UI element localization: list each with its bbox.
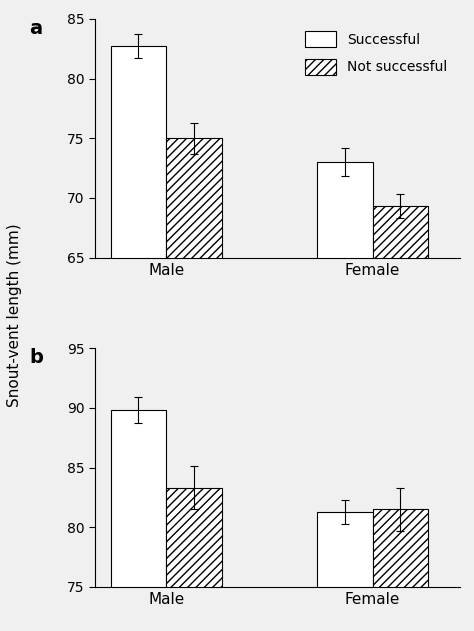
Text: a: a	[29, 19, 42, 38]
Bar	[110, 46, 166, 631]
Text: Snout-vent length (mm): Snout-vent length (mm)	[7, 223, 22, 408]
Bar	[110, 410, 166, 631]
Bar	[373, 509, 428, 631]
Bar	[166, 138, 222, 631]
Bar	[317, 512, 373, 631]
Bar	[166, 488, 222, 631]
Bar	[317, 162, 373, 631]
Legend: Successful, Not successful: Successful, Not successful	[300, 26, 453, 80]
Text: b: b	[29, 348, 43, 367]
Bar	[373, 206, 428, 631]
